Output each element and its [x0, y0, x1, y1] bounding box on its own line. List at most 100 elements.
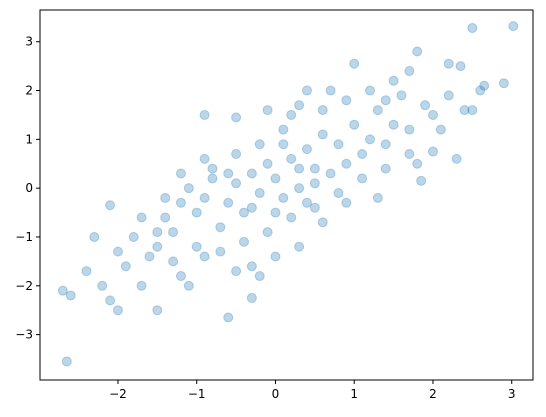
point — [341, 158, 352, 169]
point — [61, 356, 72, 367]
point — [246, 292, 257, 303]
point — [317, 129, 328, 140]
point — [404, 124, 415, 135]
point — [254, 188, 265, 199]
y-tick-label: 1 — [25, 132, 33, 146]
point — [325, 85, 336, 96]
point — [215, 222, 226, 233]
point — [231, 148, 242, 159]
point — [97, 280, 108, 291]
point — [160, 192, 171, 203]
point — [404, 66, 415, 77]
point — [498, 78, 509, 89]
point — [191, 241, 202, 252]
point — [443, 58, 454, 69]
point — [380, 95, 391, 106]
point — [479, 80, 490, 91]
x-tick-label: 1 — [350, 387, 358, 401]
y-tick-label: 0 — [25, 181, 33, 195]
point — [412, 158, 423, 169]
point — [357, 173, 368, 184]
point — [427, 146, 438, 157]
point — [388, 119, 399, 130]
point — [223, 168, 234, 179]
point — [357, 148, 368, 159]
point — [416, 175, 427, 186]
point — [372, 105, 383, 116]
point — [191, 207, 202, 218]
point — [309, 202, 320, 213]
point — [152, 227, 163, 238]
point — [412, 46, 423, 57]
axes-frame — [39, 9, 534, 381]
y-tick-label: 3 — [25, 35, 33, 49]
point — [270, 173, 281, 184]
point — [508, 21, 519, 32]
point — [207, 163, 218, 174]
point — [286, 212, 297, 223]
point — [183, 183, 194, 194]
point — [467, 23, 478, 34]
point — [81, 266, 92, 277]
point — [427, 109, 438, 120]
point — [364, 134, 375, 145]
point — [294, 100, 305, 111]
point — [175, 197, 186, 208]
point — [341, 197, 352, 208]
point — [223, 197, 234, 208]
point — [475, 85, 486, 96]
point — [380, 163, 391, 174]
point — [333, 139, 344, 150]
point — [246, 261, 257, 272]
point — [223, 312, 234, 323]
point — [435, 124, 446, 135]
point — [152, 241, 163, 252]
x-tick-label: −1 — [188, 387, 206, 401]
point — [231, 112, 242, 123]
point — [294, 163, 305, 174]
point — [262, 105, 273, 116]
point — [262, 158, 273, 169]
point — [215, 246, 226, 257]
point — [455, 61, 466, 72]
point — [301, 197, 312, 208]
point — [364, 85, 375, 96]
point — [144, 251, 155, 262]
point — [57, 285, 68, 296]
point — [89, 231, 100, 242]
point — [341, 95, 352, 106]
point — [270, 251, 281, 262]
point — [396, 90, 407, 101]
point — [199, 192, 210, 203]
point — [349, 58, 360, 69]
point — [231, 266, 242, 277]
point — [112, 246, 123, 257]
point — [420, 100, 431, 111]
point — [199, 109, 210, 120]
point — [372, 192, 383, 203]
point — [451, 153, 462, 164]
point — [246, 168, 257, 179]
point — [120, 261, 131, 272]
point — [309, 163, 320, 174]
point — [286, 109, 297, 120]
point — [278, 139, 289, 150]
point — [160, 212, 171, 223]
point — [278, 124, 289, 135]
point — [301, 144, 312, 155]
point — [270, 207, 281, 218]
point — [443, 90, 454, 101]
point — [168, 227, 179, 238]
point — [128, 231, 139, 242]
point — [175, 271, 186, 282]
point — [349, 119, 360, 130]
point — [168, 256, 179, 267]
point — [317, 217, 328, 228]
point — [301, 85, 312, 96]
point — [175, 168, 186, 179]
point — [207, 173, 218, 184]
y-tick-label: 2 — [25, 84, 33, 98]
x-tick-label: 2 — [429, 387, 437, 401]
point — [317, 105, 328, 116]
